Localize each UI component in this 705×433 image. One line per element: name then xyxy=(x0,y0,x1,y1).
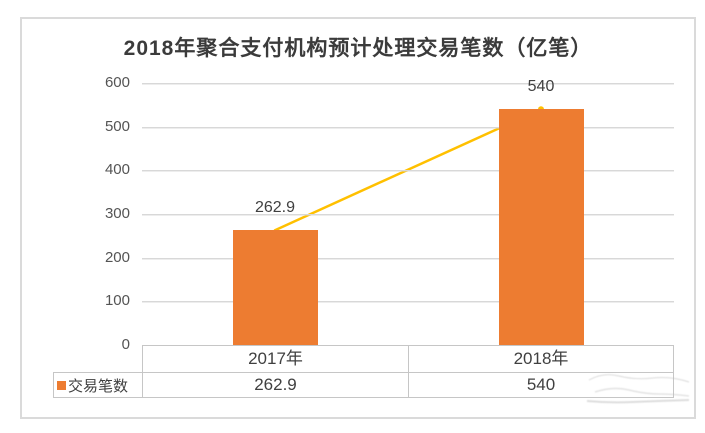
table-value-2018: 540 xyxy=(408,372,674,398)
table-value-2017: 262.9 xyxy=(142,372,409,398)
bar-2018年 xyxy=(498,109,584,345)
bar-value-label-2017年: 262.9 xyxy=(254,199,296,217)
y-axis-tick-label-0: 0 xyxy=(121,336,130,353)
table-header-2018: 2018年 xyxy=(408,345,674,373)
gridline-500 xyxy=(142,126,674,128)
gridline-600 xyxy=(142,83,674,84)
gridline-300 xyxy=(142,214,674,215)
y-axis-tick-label-200: 200 xyxy=(104,248,130,266)
bar-2017年 xyxy=(232,230,318,345)
legend-cell: 交易笔数 xyxy=(53,372,143,398)
gridline-200 xyxy=(142,257,674,259)
table-header-2017: 2017年 xyxy=(142,345,409,373)
legend-label: 交易笔数 xyxy=(68,377,129,395)
y-axis-tick-label-300: 300 xyxy=(104,205,130,222)
y-axis: 0 100 200 300 400 500 600 xyxy=(60,74,130,353)
plot-area: 262.9 540 xyxy=(142,79,674,345)
y-axis-tick-label-100: 100 xyxy=(104,292,130,310)
y-axis-tick-label-600: 600 xyxy=(104,74,130,91)
y-axis-tick-label-500: 500 xyxy=(104,117,130,135)
y-axis-tick-label-400: 400 xyxy=(104,161,130,179)
gridline-100 xyxy=(142,301,674,303)
bar-value-label-2018年: 540 xyxy=(527,78,555,96)
chart-title: 2018年聚合支付机构预计处理交易笔数（亿笔） xyxy=(123,37,593,60)
gridline-400 xyxy=(142,170,674,172)
legend-swatch-icon xyxy=(57,380,66,390)
